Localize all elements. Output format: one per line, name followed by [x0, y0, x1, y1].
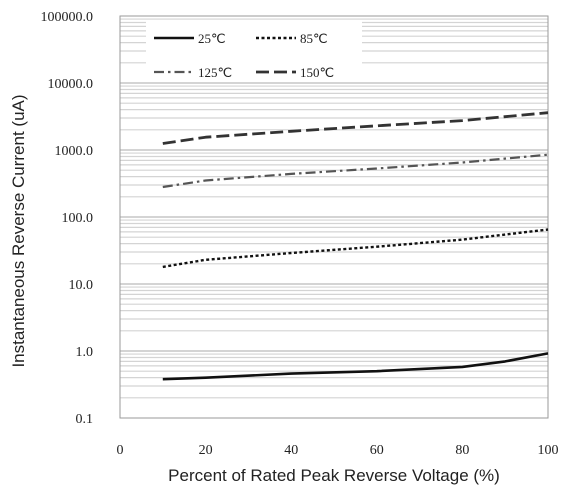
y-tick-label: 0.1 — [76, 412, 94, 427]
x-tick-label: 0 — [117, 443, 124, 458]
y-tick-label: 10000.0 — [48, 77, 94, 92]
x-tick-label: 60 — [370, 443, 384, 458]
x-tick-label: 80 — [455, 443, 469, 458]
legend-label: 25℃ — [198, 31, 226, 46]
legend-label: 125℃ — [198, 65, 232, 80]
series-line-2 — [162, 153, 549, 189]
y-axis-title: Instantaneous Reverse Current (uA) — [9, 94, 28, 367]
minor-gridlines — [120, 18, 548, 399]
y-tick-label: 100000.0 — [41, 10, 94, 25]
x-tick-label: 100 — [538, 443, 559, 458]
y-tick-label: 100.0 — [62, 211, 94, 226]
plot-area — [119, 15, 549, 419]
x-axis-title: Percent of Rated Peak Reverse Voltage (%… — [168, 466, 500, 485]
series-line-0 — [162, 352, 549, 381]
series-line-1 — [162, 228, 549, 269]
y-tick-label: 1.0 — [76, 345, 94, 360]
legend-label: 85℃ — [300, 31, 328, 46]
series-line-3 — [162, 111, 549, 145]
y-tick-labels: 0.1 1.0 10.0 100.0 1000.0 10000.0 100000.0 — [41, 10, 94, 427]
x-tick-label: 40 — [284, 443, 298, 458]
x-tick-label: 20 — [199, 443, 213, 458]
series-layer — [162, 111, 549, 381]
legend: 25℃ 85℃ 125℃ 150℃ — [146, 20, 362, 82]
y-tick-label: 10.0 — [69, 278, 94, 293]
y-tick-label: 1000.0 — [55, 144, 94, 159]
legend-label: 150℃ — [300, 65, 334, 80]
x-tick-labels: 0 20 40 60 80 100 — [117, 443, 559, 458]
